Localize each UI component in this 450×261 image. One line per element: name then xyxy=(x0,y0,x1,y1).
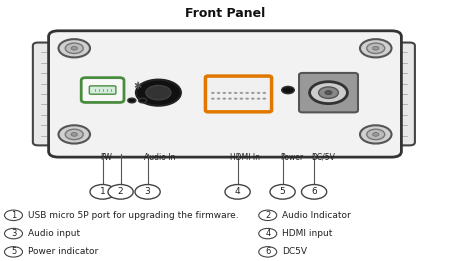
Text: 5: 5 xyxy=(11,247,16,256)
Circle shape xyxy=(135,185,160,199)
Circle shape xyxy=(319,87,338,98)
Circle shape xyxy=(251,92,255,94)
Text: 2: 2 xyxy=(265,211,270,220)
Circle shape xyxy=(211,92,215,94)
Circle shape xyxy=(71,46,77,50)
Text: 4: 4 xyxy=(235,187,240,196)
Circle shape xyxy=(302,185,327,199)
FancyBboxPatch shape xyxy=(49,31,401,157)
Circle shape xyxy=(251,98,255,100)
Circle shape xyxy=(65,43,83,54)
Text: DC5V: DC5V xyxy=(282,247,307,256)
Circle shape xyxy=(4,247,22,257)
Text: 2: 2 xyxy=(118,187,123,196)
Bar xyxy=(363,87,386,100)
Text: Power: Power xyxy=(280,153,303,162)
Circle shape xyxy=(217,98,220,100)
Text: 6: 6 xyxy=(265,247,270,256)
Text: Audio input: Audio input xyxy=(28,229,80,238)
Circle shape xyxy=(257,92,261,94)
Circle shape xyxy=(259,210,277,221)
Text: 3: 3 xyxy=(11,229,16,238)
Circle shape xyxy=(58,39,90,57)
Text: Audio Indicator: Audio Indicator xyxy=(282,211,351,220)
Circle shape xyxy=(108,185,133,199)
FancyBboxPatch shape xyxy=(33,43,68,145)
FancyBboxPatch shape xyxy=(81,78,124,102)
Text: FW: FW xyxy=(100,153,112,162)
Circle shape xyxy=(211,98,215,100)
Text: 1: 1 xyxy=(11,211,16,220)
Circle shape xyxy=(373,46,379,50)
FancyBboxPatch shape xyxy=(379,43,415,145)
Circle shape xyxy=(71,133,77,136)
Text: Front Panel: Front Panel xyxy=(185,7,265,20)
Circle shape xyxy=(228,98,232,100)
Text: 6: 6 xyxy=(311,187,317,196)
Text: Audio In: Audio In xyxy=(144,153,176,162)
Circle shape xyxy=(222,98,226,100)
Circle shape xyxy=(257,98,261,100)
Text: ✱: ✱ xyxy=(133,81,141,91)
Circle shape xyxy=(4,210,22,221)
Text: 5: 5 xyxy=(280,187,285,196)
Circle shape xyxy=(360,125,392,144)
Circle shape xyxy=(245,98,249,100)
Circle shape xyxy=(239,98,243,100)
Circle shape xyxy=(146,85,171,100)
Circle shape xyxy=(259,228,277,239)
Text: USB micro 5P port for upgrading the firmware.: USB micro 5P port for upgrading the firm… xyxy=(28,211,239,220)
Circle shape xyxy=(234,92,238,94)
Circle shape xyxy=(4,228,22,239)
Circle shape xyxy=(65,129,83,140)
Text: 4: 4 xyxy=(265,229,270,238)
Circle shape xyxy=(239,92,243,94)
Circle shape xyxy=(90,185,115,199)
Text: 3: 3 xyxy=(145,187,150,196)
Text: DC/5V: DC/5V xyxy=(311,153,335,162)
Circle shape xyxy=(282,86,294,94)
FancyBboxPatch shape xyxy=(205,76,271,112)
Circle shape xyxy=(373,133,379,136)
Circle shape xyxy=(259,247,277,257)
Circle shape xyxy=(367,129,385,140)
Circle shape xyxy=(136,80,181,106)
Circle shape xyxy=(262,98,266,100)
Text: HDMI input: HDMI input xyxy=(282,229,333,238)
Circle shape xyxy=(234,98,238,100)
Circle shape xyxy=(128,98,136,103)
FancyBboxPatch shape xyxy=(89,86,116,94)
Circle shape xyxy=(225,185,250,199)
Circle shape xyxy=(310,82,347,104)
Circle shape xyxy=(262,92,266,94)
Circle shape xyxy=(58,125,90,144)
Circle shape xyxy=(325,91,332,95)
Circle shape xyxy=(270,185,295,199)
Text: Power indicator: Power indicator xyxy=(28,247,98,256)
Circle shape xyxy=(245,92,249,94)
FancyBboxPatch shape xyxy=(299,73,358,112)
Circle shape xyxy=(217,92,220,94)
Circle shape xyxy=(367,43,385,54)
Circle shape xyxy=(222,92,226,94)
Text: HDMI In: HDMI In xyxy=(230,153,260,162)
Circle shape xyxy=(360,39,392,57)
Circle shape xyxy=(228,92,232,94)
Circle shape xyxy=(139,98,147,103)
Text: 1: 1 xyxy=(100,187,105,196)
Bar xyxy=(62,87,85,100)
